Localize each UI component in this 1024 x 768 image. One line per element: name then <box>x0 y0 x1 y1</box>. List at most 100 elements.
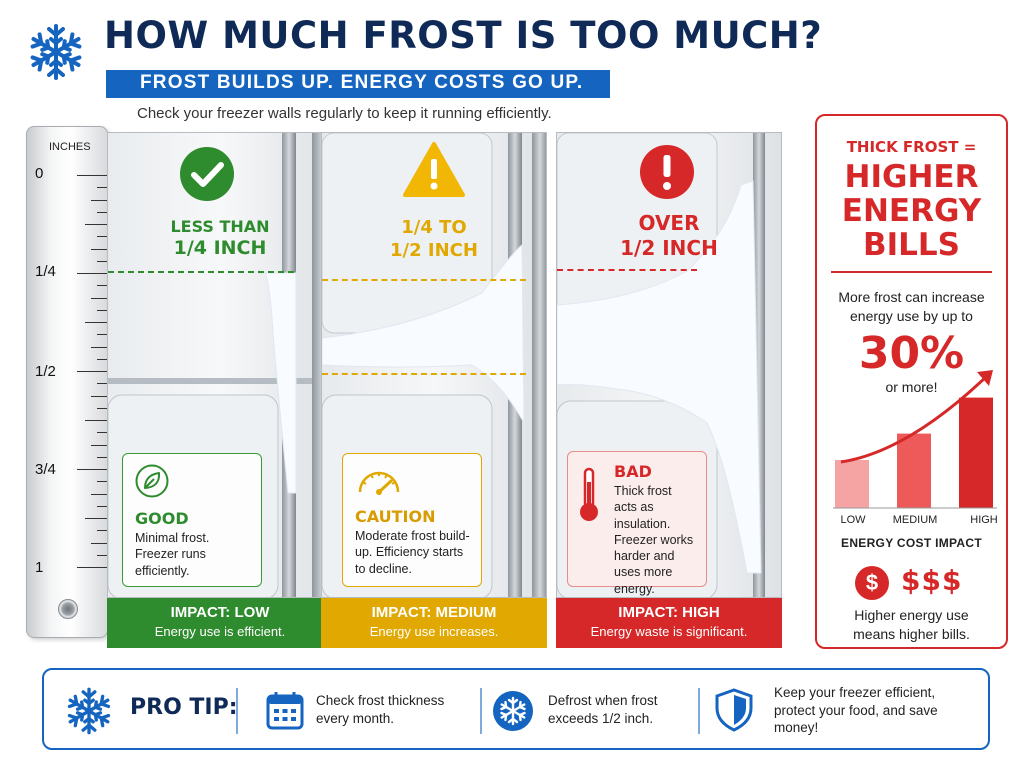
gauge-icon <box>358 471 400 495</box>
callout-line2: ENERGY <box>841 193 982 230</box>
level-line1: 1/4 TO <box>401 217 467 238</box>
chart-category-label: MEDIUM <box>892 514 938 526</box>
tip-separator <box>698 688 700 734</box>
impact-title: IMPACT: MEDIUM <box>371 604 497 621</box>
tip-defrost: Defrost when frost exceeds 1/2 inch. <box>548 693 658 726</box>
ruler-unit-label: INCHES <box>49 141 91 153</box>
ruler-tick <box>91 395 107 397</box>
ruler-tick <box>85 224 107 225</box>
callout-line1: HIGHER <box>844 159 979 195</box>
chart-category-label: LOW <box>840 514 866 526</box>
callout-headline: HIGHER ENERGY BILLS <box>817 160 1006 262</box>
ruler-tick <box>91 542 107 544</box>
status-title: BAD <box>614 462 652 481</box>
status-card-good: GOOD Minimal frost. Freezer runs efficie… <box>122 453 262 587</box>
impact-bar-high: IMPACT: HIGH Energy waste is significant… <box>556 598 782 648</box>
increase-line1: More frost can increase <box>838 289 985 305</box>
increase-line2: energy use by up to <box>850 307 973 324</box>
ruler-tick <box>91 346 107 348</box>
ruler-tick <box>97 530 107 532</box>
half-inch-marker <box>322 373 526 375</box>
status-text: Moderate frost build-up. Efficiency star… <box>355 529 470 576</box>
trend-arrow-icon <box>840 374 989 464</box>
status-card-caution: CAUTION Moderate frost build-up. Efficie… <box>342 453 482 587</box>
ruler-tick <box>85 518 107 519</box>
snowflake-icon <box>27 24 85 80</box>
half-inch-marker <box>557 269 697 271</box>
impact-bar-medium: IMPACT: MEDIUM Energy use increases. <box>321 598 547 648</box>
shield-icon <box>715 688 753 732</box>
ruler-tick <box>97 187 107 189</box>
tip-check-monthly: Check frost thickness every month. <box>316 693 445 726</box>
status-title: CAUTION <box>355 507 436 526</box>
ruler-label-0: 0 <box>35 165 44 182</box>
callout-eq-text: THICK FROST = <box>846 138 977 156</box>
calendar-icon <box>266 692 304 730</box>
chart-bar-low <box>835 460 869 508</box>
tip-separator <box>236 688 238 734</box>
level-line2: 1/2 INCH <box>620 236 718 260</box>
ruler-tick <box>97 211 107 213</box>
ruler-tick <box>91 199 107 201</box>
pro-tip-title: PRO TIP: <box>130 695 238 720</box>
ruler-label-three-quarter: 3/4 <box>35 461 56 478</box>
ruler-label-quarter: 1/4 <box>35 263 56 280</box>
check-circle-icon <box>180 147 234 201</box>
ruler-tick <box>91 248 107 250</box>
ruler-tick <box>85 420 107 421</box>
ruler-tick <box>97 260 107 262</box>
impact-bar-low: IMPACT: LOW Energy use is efficient. <box>107 598 333 648</box>
ruler-tick <box>97 285 107 287</box>
ruler-tick <box>97 407 107 409</box>
tip-separator <box>480 688 482 734</box>
chart-bar-high <box>959 397 993 508</box>
dollar-signs: $$$ <box>901 564 963 597</box>
ruler-tick <box>77 371 107 372</box>
chart-bar-medium <box>897 433 931 508</box>
alert-circle-icon <box>640 145 694 199</box>
ruler-tick <box>77 175 107 176</box>
ruler-tick <box>97 358 107 360</box>
subtitle: Check your freezer walls regularly to ke… <box>137 105 552 122</box>
ruler-tick <box>77 469 107 470</box>
warning-triangle-icon <box>403 142 465 197</box>
quarter-inch-marker <box>322 279 526 281</box>
snowflake-icon <box>65 687 113 735</box>
energy-bill-callout: THICK FROST = HIGHER ENERGY BILLS More f… <box>815 114 1008 649</box>
level-line1: LESS THAN <box>170 217 270 236</box>
ruler-tick <box>97 432 107 434</box>
ruler-tick <box>97 554 107 556</box>
bottom-line2: means higher bills. <box>853 625 970 642</box>
panel-good: LESS THAN 1/4 INCH GOOD Minimal frost. F… <box>107 132 333 598</box>
leaf-icon <box>135 464 169 498</box>
impact-text: Energy use is efficient. <box>154 624 286 639</box>
panel-bad: OVER 1/2 INCH BAD Thick frost acts as in… <box>556 132 782 598</box>
ruler-tick <box>97 456 107 458</box>
status-title: GOOD <box>135 509 189 528</box>
percent-value: 30% <box>858 328 965 379</box>
dollar-coin-icon: $ <box>855 566 889 600</box>
or-more-text: or more! <box>885 379 938 395</box>
level-label-good: LESS THAN 1/4 INCH <box>108 217 332 261</box>
ruler-tick <box>77 273 107 274</box>
tip-efficient: Keep your freezer efficient, protect you… <box>774 685 938 736</box>
ruler-tick <box>97 505 107 507</box>
headline-banner: FROST BUILDS UP. ENERGY COSTS GO UP. <box>106 70 610 98</box>
ruler-tick <box>91 297 107 299</box>
status-text-block: BAD Thick frost acts as insulation. Free… <box>614 462 696 597</box>
callout-divider <box>831 271 992 273</box>
panel-caution: 1/4 TO 1/2 INCH CAUTION Moderate frost b… <box>321 132 547 598</box>
energy-cost-chart <box>833 370 997 509</box>
ruler-tick <box>85 322 107 323</box>
page-title: HOW MUCH FROST IS TOO MUCH? <box>104 14 823 57</box>
trend-arrowhead-icon <box>977 370 993 386</box>
status-text: Thick frost acts as insulation. Freezer … <box>614 484 694 596</box>
pro-tip-box: PRO TIP: Check frost thickness every mon… <box>42 668 990 750</box>
increase-text: More frost can increase energy use by up… <box>817 288 1006 326</box>
ruler-tick <box>91 493 107 495</box>
ruler-tick <box>97 309 107 311</box>
ruler-tick <box>91 444 107 446</box>
chart-bars <box>835 397 993 508</box>
ruler-hole <box>58 599 78 619</box>
chart-title: ENERGY COST IMPACT <box>841 536 982 550</box>
